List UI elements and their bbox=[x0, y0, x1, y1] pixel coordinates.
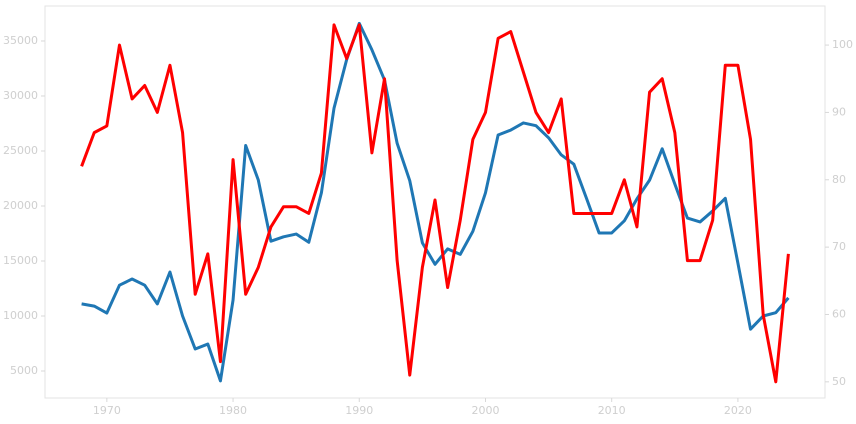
x-tick-label: 1980 bbox=[219, 404, 247, 417]
series-line bbox=[80, 23, 790, 384]
y2-tick-label: 50 bbox=[832, 375, 846, 388]
y-tick-label: 5000 bbox=[10, 364, 38, 377]
x-tick-label: 1990 bbox=[345, 404, 373, 417]
x-tick-label: 2020 bbox=[724, 404, 752, 417]
y2-tick-label: 80 bbox=[832, 173, 846, 186]
x-tick-label: 2010 bbox=[598, 404, 626, 417]
x-tick-label: 2000 bbox=[471, 404, 499, 417]
series-line bbox=[81, 21, 790, 383]
y-tick-label: 20000 bbox=[3, 199, 38, 212]
y2-tick-label: 70 bbox=[832, 240, 846, 253]
y-tick-label: 30000 bbox=[3, 89, 38, 102]
y2-tick-label: 100 bbox=[832, 38, 853, 51]
plot-frame bbox=[44, 5, 826, 399]
y-tick-label: 15000 bbox=[3, 254, 38, 267]
x-tick-label: 1970 bbox=[93, 404, 121, 417]
y-tick-label: 35000 bbox=[3, 34, 38, 47]
y2-tick-label: 90 bbox=[832, 105, 846, 118]
y-tick-label: 10000 bbox=[3, 309, 38, 322]
y-tick-label: 25000 bbox=[3, 144, 38, 157]
y2-tick-label: 60 bbox=[832, 307, 846, 320]
